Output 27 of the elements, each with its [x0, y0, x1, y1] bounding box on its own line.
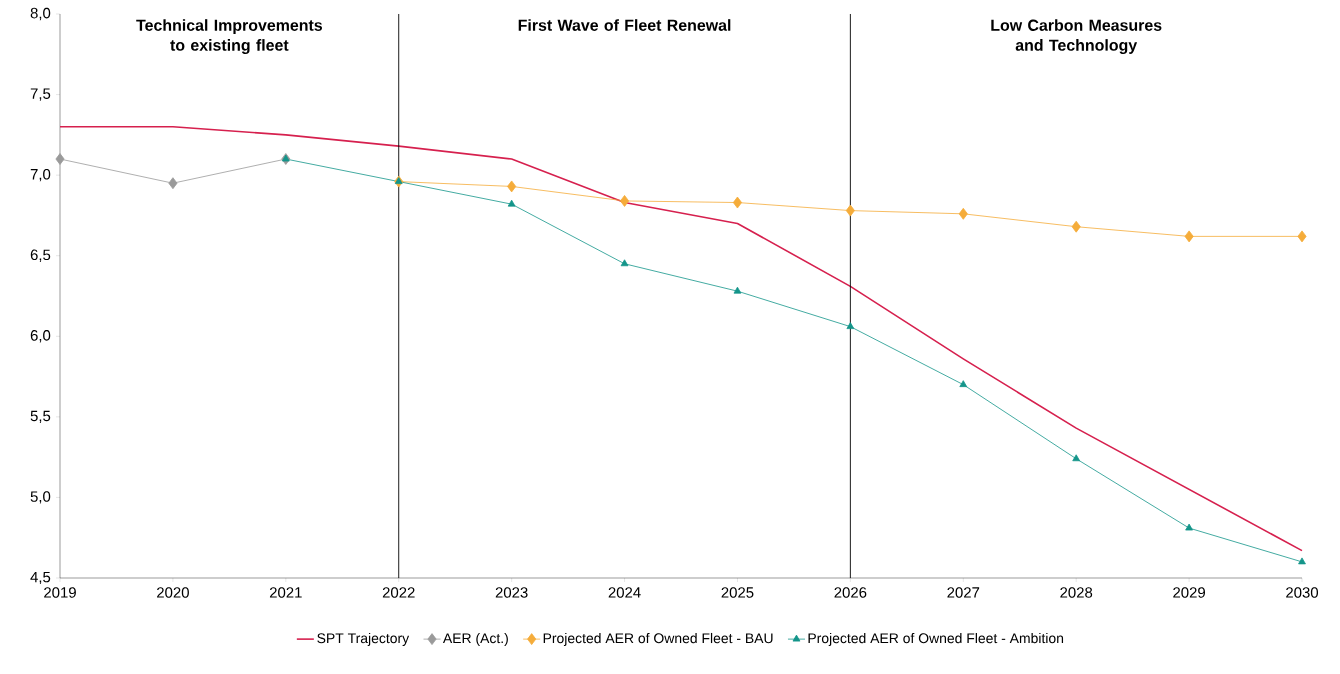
- x-tick-label: 2026: [834, 587, 867, 598]
- x-tick-label: 2027: [947, 587, 980, 598]
- y-tick-label: 4,5: [30, 571, 51, 585]
- x-tick-label: 2029: [1173, 587, 1205, 598]
- x-tick-label: 2022: [382, 587, 415, 598]
- annotation: First Wave of Fleet Renewal: [518, 19, 731, 31]
- legend-label: SPT Trajectory: [317, 632, 410, 646]
- x-tick-label: 2030: [1286, 587, 1319, 598]
- legend-label: AER (Act.): [442, 632, 508, 646]
- y-tick-label: 5,0: [30, 491, 51, 504]
- annotation: Technical Improvements to existing fleet: [136, 19, 323, 55]
- x-tick-label: 2019: [44, 587, 76, 598]
- x-tick-label: 2025: [721, 587, 754, 598]
- x-tick-label: 2024: [608, 587, 641, 598]
- x-tick-label: 2028: [1060, 587, 1093, 598]
- y-tick-label: 8,0: [30, 7, 51, 21]
- x-tick-label: 2023: [495, 587, 528, 598]
- y-tick-label: 7,5: [30, 88, 51, 101]
- legend-label: Projected AER of Owned Fleet - BAU: [543, 632, 773, 646]
- x-tick-label: 2021: [269, 587, 302, 598]
- y-tick-label: 6,0: [30, 330, 51, 343]
- y-tick-label: 7,0: [30, 168, 51, 182]
- legend-label: Projected AER of Owned Fleet - Ambition: [808, 632, 1064, 646]
- annotation: Low Carbon Measures and Technology: [991, 19, 1162, 55]
- y-tick-label: 5,5: [30, 410, 51, 423]
- y-tick-label: 6,5: [30, 249, 51, 262]
- x-tick-label: 2020: [157, 587, 189, 598]
